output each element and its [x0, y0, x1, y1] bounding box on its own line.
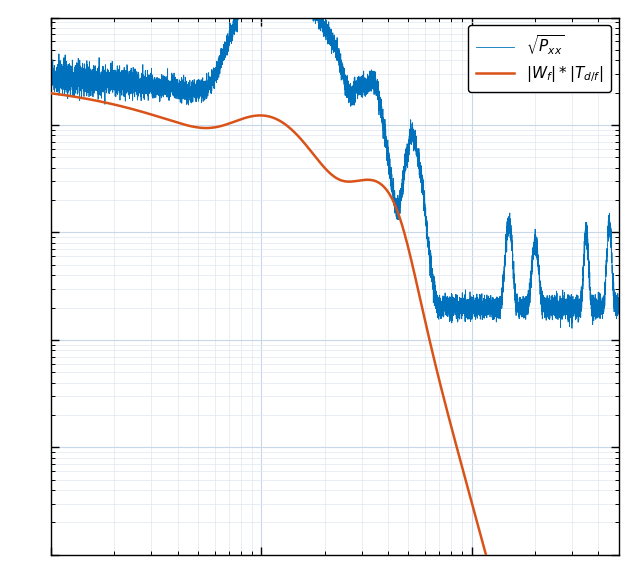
Line: $\sqrt{P_{xx}}$: $\sqrt{P_{xx}}$: [51, 0, 619, 328]
Line: $|W_f| * |T_{d/f}|$: $|W_f| * |T_{d/f}|$: [51, 93, 619, 584]
$|W_f| * |T_{d/f}|$: [325, 168, 332, 175]
$\sqrt{P_{xx}}$: [50, 72, 57, 79]
$|W_f| * |T_{d/f}|$: [81, 95, 89, 102]
$|W_f| * |T_{d/f}|$: [47, 90, 55, 97]
$\sqrt{P_{xx}}$: [568, 325, 575, 332]
$\sqrt{P_{xx}}$: [81, 74, 89, 81]
$\sqrt{P_{xx}}$: [615, 297, 623, 304]
$\sqrt{P_{xx}}$: [158, 84, 166, 91]
$|W_f| * |T_{d/f}|$: [71, 93, 78, 100]
$|W_f| * |T_{d/f}|$: [158, 114, 166, 121]
$|W_f| * |T_{d/f}|$: [50, 90, 57, 97]
$\sqrt{P_{xx}}$: [325, 29, 332, 36]
$\sqrt{P_{xx}}$: [71, 78, 78, 85]
$\sqrt{P_{xx}}$: [585, 267, 593, 274]
$\sqrt{P_{xx}}$: [47, 71, 55, 78]
Legend: $\sqrt{P_{xx}}$, $|W_f| * |T_{d/f}|$: $\sqrt{P_{xx}}$, $|W_f| * |T_{d/f}|$: [468, 25, 611, 92]
